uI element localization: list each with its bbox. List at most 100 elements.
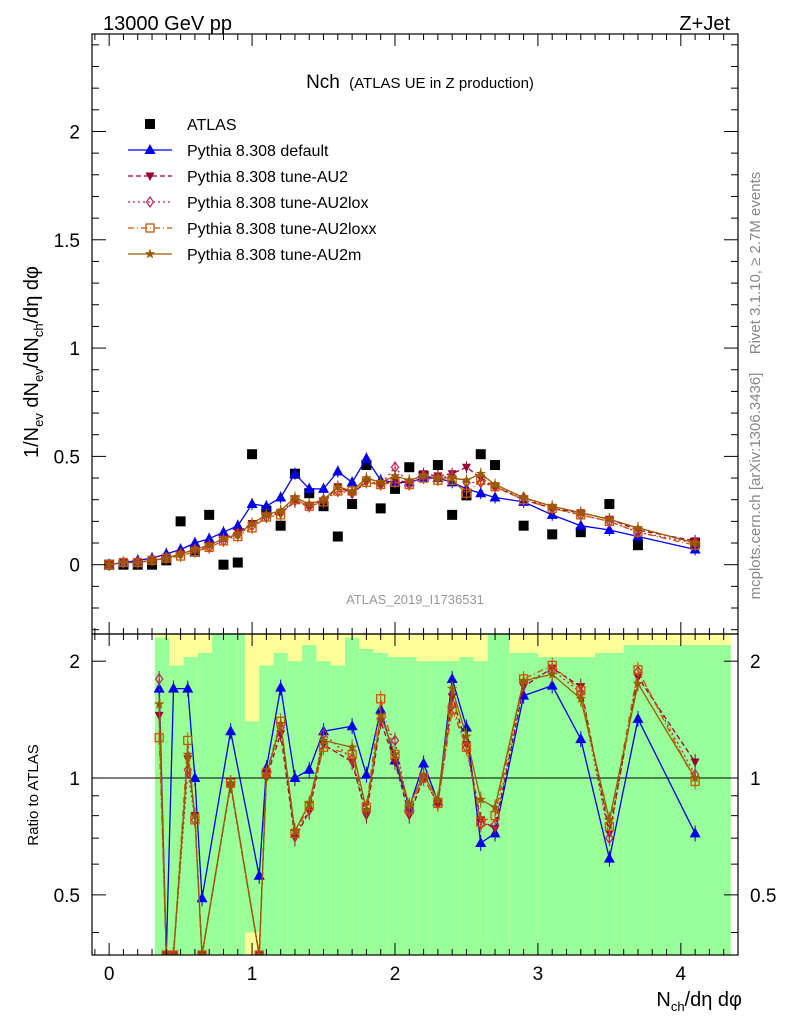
data-point (304, 498, 315, 509)
ratio-point (261, 769, 272, 780)
ratio-point (189, 772, 201, 783)
legend-marker (145, 195, 155, 209)
legend-label: Pythia 8.308 tune-AU2m (187, 247, 361, 264)
data-point (218, 533, 229, 544)
band-inner (344, 637, 360, 955)
ratio-y-tick-label: 1 (69, 769, 80, 790)
ratio-point (196, 949, 208, 955)
series-5 (103, 467, 701, 571)
data-point (632, 522, 644, 533)
band-inner (595, 652, 624, 955)
ratio-point (432, 794, 444, 804)
data-point (632, 540, 643, 551)
legend-label: Pythia 8.308 default (187, 143, 329, 160)
data-point (175, 548, 186, 559)
data-point (303, 482, 315, 493)
data-point (575, 507, 586, 518)
ratio-point (575, 733, 587, 744)
ratio-y-tick-label-right: 0.5 (750, 886, 776, 907)
ratio-point (490, 818, 500, 831)
ratio-point (153, 698, 165, 709)
energy-label: 13000 GeV pp (103, 13, 232, 35)
ratio-point (154, 733, 164, 743)
band-inner (445, 661, 460, 955)
ratio-point (225, 725, 237, 736)
band-inner (652, 645, 731, 955)
data-point (161, 552, 172, 563)
data-point (461, 463, 471, 473)
ratio-point (461, 730, 472, 741)
ratio-frame (91, 633, 739, 956)
ratio-point (633, 665, 643, 675)
ratio-y-tick-label-right: 2 (750, 652, 761, 673)
rivet-label: Rivet 3.1.10, ≥ 2.7M events (747, 172, 764, 355)
ratio-point (360, 768, 372, 779)
ratio-point (289, 825, 301, 836)
ratio-y-tick-label: 0.5 (54, 886, 80, 907)
ratio-point (489, 801, 501, 812)
ratio-point (518, 675, 529, 686)
ratio-point (689, 772, 701, 783)
ratio-point (254, 949, 265, 955)
ratio-point (318, 734, 329, 745)
ratio-point (447, 705, 457, 715)
data-point (118, 557, 129, 567)
series-line (109, 457, 696, 566)
ratio-point (168, 949, 179, 955)
ratio-point (375, 709, 386, 720)
data-point (289, 492, 301, 502)
data-point (175, 516, 186, 527)
ratio-point (289, 772, 301, 783)
band-inner (183, 657, 198, 955)
ratio-series-layer (92, 657, 738, 955)
ratio-point (346, 741, 358, 752)
data-point (489, 479, 501, 489)
legend: ATLAS Pythia 8.308 default Pythia 8.308 tu… (128, 117, 376, 264)
data-point (275, 505, 286, 515)
band-inner (459, 657, 474, 955)
data-point (689, 537, 701, 548)
ratio-point (575, 693, 586, 704)
band-inner (537, 657, 567, 955)
ratio-point (475, 837, 487, 848)
ratio-point (182, 749, 193, 759)
data-point (604, 499, 615, 510)
data-point (204, 539, 215, 550)
data-point (432, 472, 444, 483)
legend-marker (144, 248, 156, 259)
band-inner (237, 634, 245, 955)
data-point (261, 509, 272, 520)
data-point (389, 470, 401, 481)
ratio-point (603, 852, 615, 863)
data-point (132, 557, 143, 567)
data-point (603, 524, 615, 535)
data-point (375, 503, 386, 514)
chart-title: Nch (306, 72, 340, 93)
data-point (404, 462, 415, 473)
ratio-point (605, 832, 614, 845)
band-inner (387, 657, 403, 955)
data-point (189, 537, 201, 548)
legend-entry: Pythia 8.308 tune-AU2m (128, 247, 361, 264)
band-inner (416, 661, 431, 955)
ratio-point (153, 682, 165, 693)
band-inner (273, 652, 288, 955)
ratio-point (225, 777, 236, 788)
ratio-line (158, 678, 696, 955)
x-tick-label: 0 (104, 964, 115, 985)
data-point (361, 460, 372, 471)
ratio-point (518, 689, 530, 700)
data-point (246, 518, 258, 528)
ratio-y-tick-label: 2 (69, 652, 80, 673)
band-inner (330, 665, 345, 955)
data-point (476, 476, 485, 489)
ratio-point (389, 749, 401, 759)
band-inner (623, 645, 653, 955)
data-point (260, 500, 272, 511)
y-tick-label: 0 (69, 556, 80, 577)
data-point (575, 527, 586, 538)
data-point (375, 476, 386, 487)
axis-ticks: 0 1 2 3 4 0 0.5 1 1.5 2 0.5 0.5 1 1 2 2 (54, 34, 776, 985)
data-point (547, 529, 558, 540)
